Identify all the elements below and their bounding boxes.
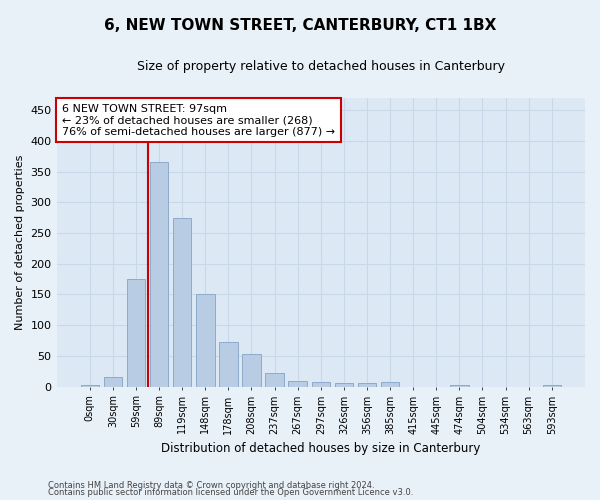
Y-axis label: Number of detached properties: Number of detached properties <box>15 154 25 330</box>
Bar <box>381 382 400 386</box>
Bar <box>80 385 99 386</box>
Bar <box>335 383 353 386</box>
Bar <box>311 382 330 386</box>
Text: 6, NEW TOWN STREET, CANTERBURY, CT1 1BX: 6, NEW TOWN STREET, CANTERBURY, CT1 1BX <box>104 18 496 32</box>
Text: 6 NEW TOWN STREET: 97sqm
← 23% of detached houses are smaller (268)
76% of semi-: 6 NEW TOWN STREET: 97sqm ← 23% of detach… <box>62 104 335 137</box>
Bar <box>289 380 307 386</box>
Bar <box>127 279 145 386</box>
Bar <box>150 162 169 386</box>
Bar <box>242 354 261 386</box>
Bar <box>196 294 215 386</box>
Text: Contains public sector information licensed under the Open Government Licence v3: Contains public sector information licen… <box>48 488 413 497</box>
Text: Contains HM Land Registry data © Crown copyright and database right 2024.: Contains HM Land Registry data © Crown c… <box>48 480 374 490</box>
Bar <box>104 377 122 386</box>
Bar <box>173 218 191 386</box>
Title: Size of property relative to detached houses in Canterbury: Size of property relative to detached ho… <box>137 60 505 73</box>
Bar <box>358 383 376 386</box>
X-axis label: Distribution of detached houses by size in Canterbury: Distribution of detached houses by size … <box>161 442 481 455</box>
Bar <box>265 373 284 386</box>
Bar <box>219 342 238 386</box>
